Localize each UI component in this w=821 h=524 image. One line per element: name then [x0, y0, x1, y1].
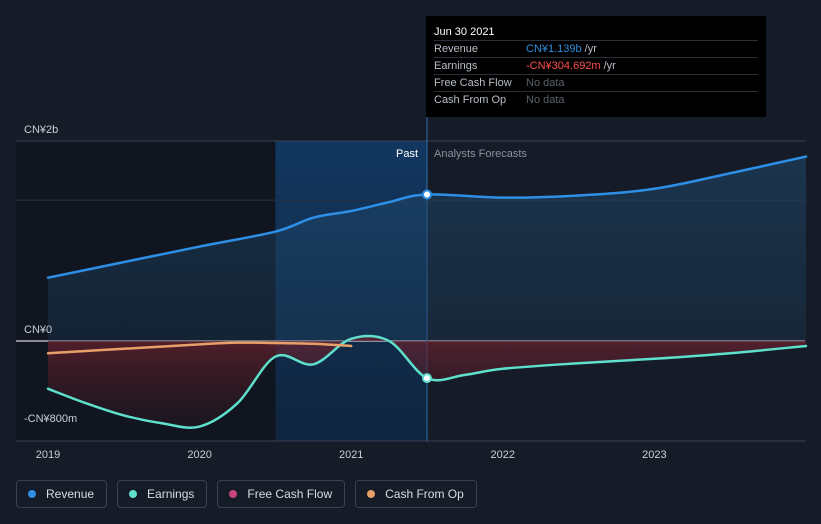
legend-item-free-cash-flow[interactable]: Free Cash Flow	[217, 480, 346, 508]
revenue-line	[46, 155, 808, 279]
tooltip-unit: /yr	[584, 43, 597, 55]
legend-dot-icon	[28, 490, 36, 498]
revenue-marker	[422, 189, 432, 200]
earnings-area	[48, 335, 806, 428]
legend-label: Earnings	[147, 487, 195, 501]
tooltip-label: Revenue	[434, 43, 479, 55]
legend-item-revenue[interactable]: Revenue	[16, 480, 108, 508]
tooltip-unit: /yr	[603, 60, 616, 72]
tooltip-value: -CN¥304.692m	[526, 60, 601, 72]
tooltip-panel: Jun 30 2021 Revenue CN¥1.139b /yr Earnin…	[426, 16, 766, 117]
x-tick-label: 2023	[642, 449, 666, 461]
analysts-forecasts-label: Analysts Forecasts	[434, 148, 527, 160]
tooltip-date: Jun 30 2021	[434, 26, 495, 38]
y-tick-label: CN¥0	[24, 324, 52, 336]
tooltip-row-revenue: Revenue CN¥1.139b /yr	[434, 40, 758, 57]
y-tick-label: CN¥2b	[24, 124, 58, 136]
legend-dot-icon	[129, 490, 138, 498]
x-tick-label: 2022	[491, 449, 515, 461]
tooltip-value: CN¥1.139b	[526, 43, 582, 55]
tooltip-label: Earnings	[434, 60, 478, 72]
legend-label: Revenue	[46, 487, 95, 501]
legend-label: Free Cash Flow	[247, 487, 333, 501]
tooltip-value: No data	[526, 94, 565, 106]
legend-dot-icon	[229, 490, 238, 498]
cash-from-op-line	[46, 341, 353, 355]
tooltip-label: Cash From Op	[434, 94, 507, 106]
tooltip-label: Free Cash Flow	[434, 77, 512, 89]
tooltip-row-free-cash-flow: Free Cash Flow No data	[434, 74, 758, 91]
tooltip-row-cash-from-op: Cash From Op No data	[434, 91, 758, 108]
x-tick-label: 2021	[339, 449, 363, 461]
past-label: Past	[396, 148, 418, 160]
chart-legend: Revenue Earnings Free Cash Flow Cash Fro…	[16, 480, 477, 508]
legend-item-earnings[interactable]: Earnings	[117, 480, 208, 508]
legend-label: Cash From Op	[385, 487, 464, 501]
legend-item-cash-from-op[interactable]: Cash From Op	[355, 480, 477, 508]
tooltip-row-earnings: Earnings -CN¥304.692m /yr	[434, 57, 758, 74]
legend-dot-icon	[367, 490, 376, 498]
revenue-area	[48, 156, 806, 341]
x-tick-label: 2019	[36, 449, 60, 461]
earnings-line	[46, 334, 808, 429]
tooltip-value: No data	[526, 77, 565, 89]
x-tick-label: 2020	[187, 449, 211, 461]
earnings-marker	[422, 373, 432, 384]
y-tick-label: -CN¥800m	[24, 413, 77, 425]
